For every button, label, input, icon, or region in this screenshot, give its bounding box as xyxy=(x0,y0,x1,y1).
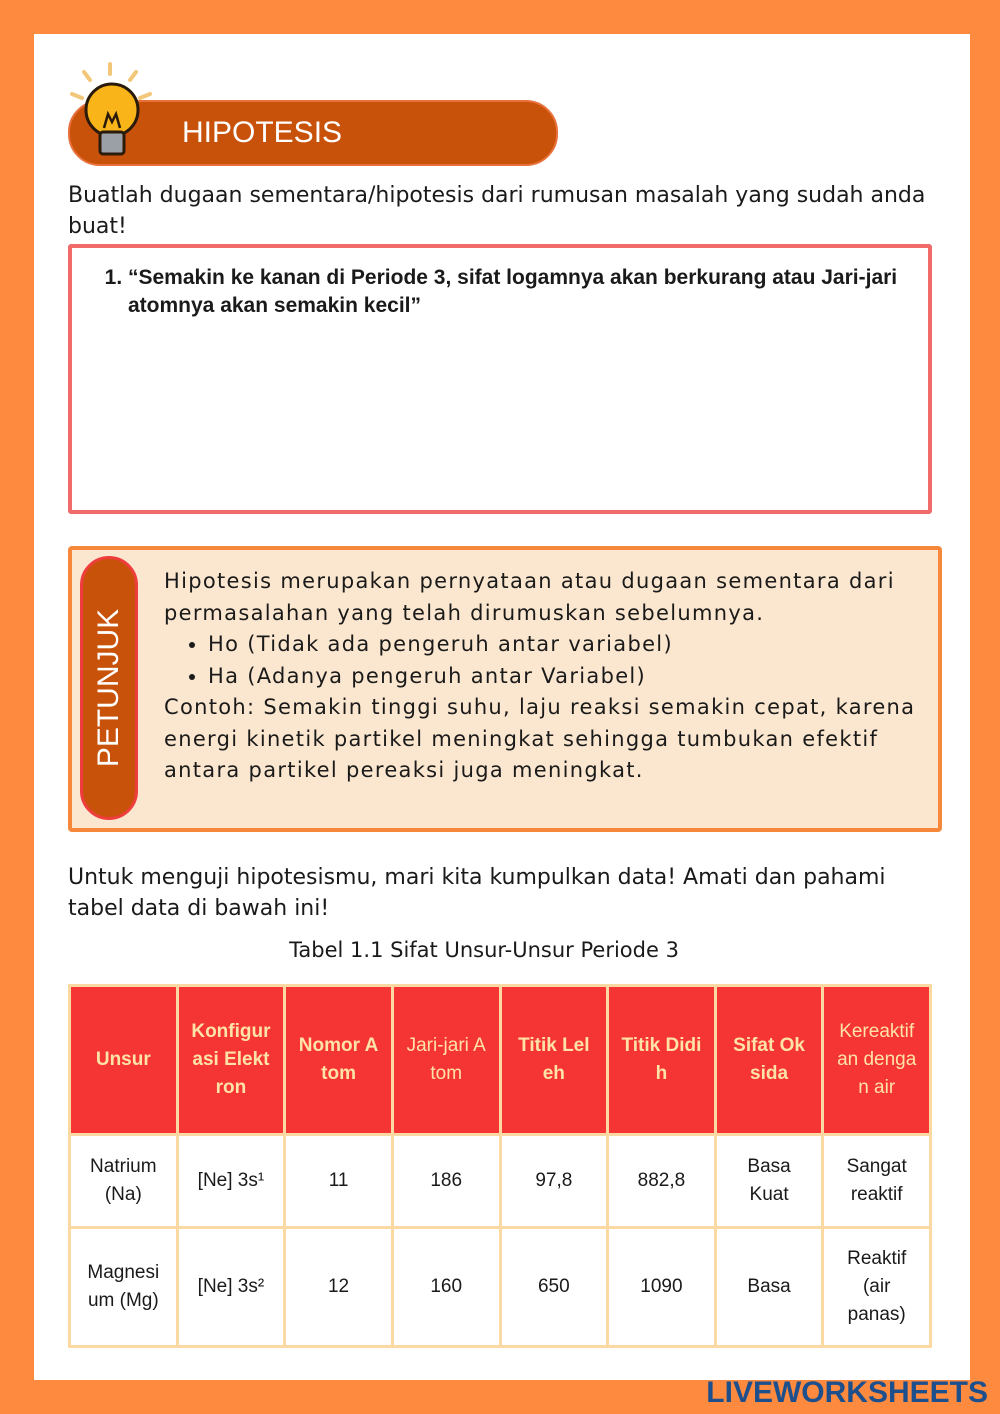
table-caption: Tabel 1.1 Sifat Unsur-Unsur Periode 3 xyxy=(289,938,679,962)
table-cell: 11 xyxy=(283,1133,394,1229)
table-cell: 160 xyxy=(390,1226,502,1348)
header-cell: Jari-jari Atom xyxy=(390,984,502,1136)
table-cell: Basa xyxy=(713,1226,825,1348)
table-cell: 882,8 xyxy=(606,1133,717,1229)
table-cell: 97,8 xyxy=(498,1133,610,1229)
table-cell: [Ne] 3s² xyxy=(175,1226,287,1348)
hint-text: Hipotesis merupakan pernyataan atau duga… xyxy=(164,566,924,787)
header-cell: Unsur xyxy=(68,984,179,1136)
header-cell: Nomor Atom xyxy=(283,984,394,1136)
hint-paragraph: Hipotesis merupakan pernyataan atau duga… xyxy=(164,569,895,625)
intro: Untuk menguji hipotesismu, mari kita kum… xyxy=(68,865,886,921)
table-cell: 1090 xyxy=(606,1226,717,1348)
instruction: Buatlah dugaan sementara/hipotesis dari … xyxy=(68,183,926,239)
table-cell: Sangat reaktif xyxy=(821,1133,932,1229)
data-table: Unsur Konfigurasi Elektron Nomor Atom Ja… xyxy=(68,984,932,1348)
table-cell: Natrium (Na) xyxy=(68,1133,179,1229)
hint-bullet: Ha (Adanya pengeruh antar Variabel) xyxy=(208,661,924,693)
header-cell: Titik Didih xyxy=(606,984,717,1136)
table-cell: 650 xyxy=(498,1226,610,1348)
section-title: HIPOTESIS xyxy=(182,116,343,149)
hint-bullet: Ho (Tidak ada pengeruh antar variabel) xyxy=(208,629,924,661)
answer-item: “Semakin ke kanan di Periode 3, sifat lo… xyxy=(128,264,928,320)
answer-box[interactable]: “Semakin ke kanan di Periode 3, sifat lo… xyxy=(68,244,932,514)
table-row: Natrium (Na) [Ne] 3s¹ 11 186 97,8 882,8 Basa K… xyxy=(68,1133,932,1229)
hint-label-pill: PETUNJUK xyxy=(80,556,138,820)
table-cell: 186 xyxy=(390,1133,502,1229)
hint-label: PETUNJUK xyxy=(92,608,125,768)
header-row: Unsur Konfigurasi Elektron Nomor Atom Ja… xyxy=(68,984,932,1136)
bulb-icon xyxy=(70,62,152,156)
hint-example: Contoh: Semakin tinggi suhu, laju reaksi… xyxy=(164,695,916,782)
header-cell: Konfigurasi Elektron xyxy=(175,984,287,1136)
table-cell: Reaktif (air panas) xyxy=(821,1226,932,1348)
table-cell: Basa Kuat xyxy=(713,1133,825,1229)
table-cell: [Ne] 3s¹ xyxy=(175,1133,287,1229)
header-cell: Kereaktifan dengan air xyxy=(821,984,932,1136)
header-cell: Sifat Oksida xyxy=(713,984,825,1136)
hint-box: PETUNJUK Hipotesis merupakan pernyataan … xyxy=(68,546,942,832)
table-row: Magnesium (Mg) [Ne] 3s² 12 160 650 1090 Basa Re… xyxy=(68,1226,932,1348)
section-header: HIPOTESIS xyxy=(68,100,558,166)
table-cell: Magnesium (Mg) xyxy=(68,1226,179,1348)
watermark: LIVEWORKSHEETS xyxy=(706,1376,988,1409)
header-cell: Titik Leleh xyxy=(498,984,610,1136)
table-cell: 12 xyxy=(283,1226,394,1348)
